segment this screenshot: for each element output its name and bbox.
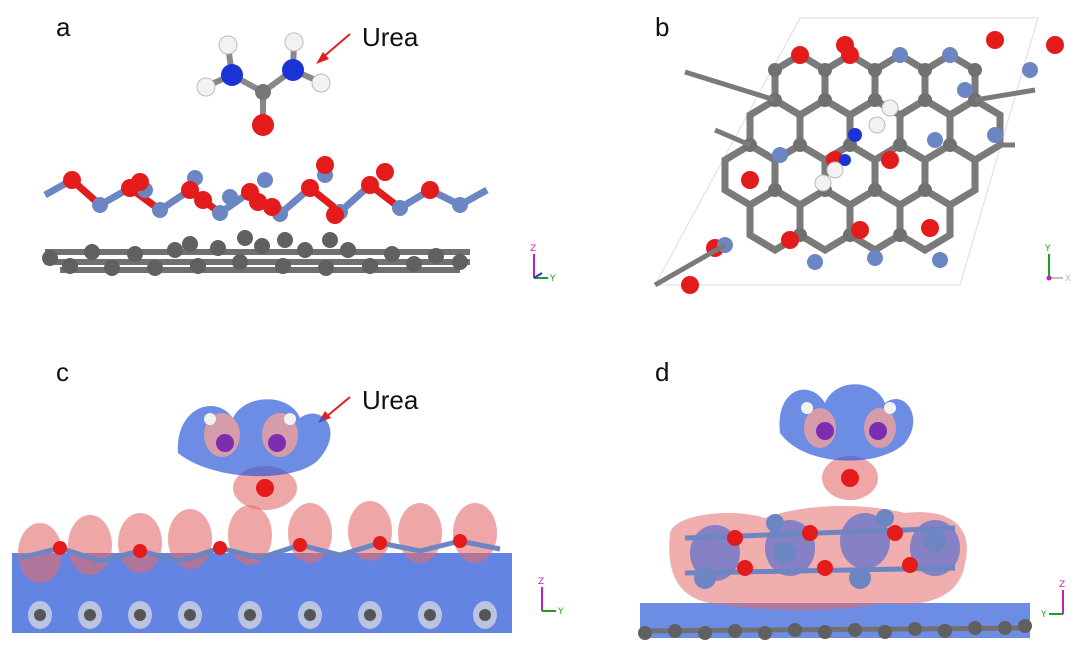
panel-letter-b: b xyxy=(655,12,670,42)
top-view-structure-b xyxy=(653,17,1064,294)
axis-label-a-horizontal: Y xyxy=(549,274,556,284)
charge-density-urea-d xyxy=(779,384,914,500)
bn-oxide-layer-a xyxy=(43,156,489,224)
charge-density-urea-c xyxy=(177,399,331,510)
graphene-layer-a xyxy=(42,230,470,276)
urea-label-c: Urea xyxy=(362,385,419,415)
axis-label-c-horizontal: Y xyxy=(557,607,564,617)
panel-a: a Urea xyxy=(0,0,556,323)
axis-triad-a: Z Y xyxy=(530,244,556,284)
panel-letter-d: d xyxy=(655,357,670,387)
axis-label-b-horizontal: X xyxy=(1065,274,1071,284)
panel-d: d xyxy=(545,323,1091,646)
panel-letter-a: a xyxy=(56,12,71,42)
axis-triad-b: Y X xyxy=(1044,244,1071,284)
axis-triad-c: Z Y xyxy=(538,577,564,617)
urea-molecule-a xyxy=(196,32,331,136)
panel-letter-c: c xyxy=(56,357,69,387)
charge-density-substrate-d xyxy=(638,506,1032,640)
axis-label-d-horizontal: Y xyxy=(1040,610,1047,620)
panel-b: b xyxy=(545,0,1091,323)
charge-density-substrate-c xyxy=(12,501,512,633)
axis-label-b-vertical: Y xyxy=(1044,244,1051,254)
axis-triad-d: Z Y xyxy=(1040,580,1065,620)
axis-label-d-vertical: Z xyxy=(1059,580,1065,590)
urea-label-a: Urea xyxy=(362,22,419,52)
axis-label-a-vertical: Z xyxy=(530,244,536,254)
axis-label-c-vertical: Z xyxy=(538,577,544,587)
panel-c: c Urea xyxy=(0,323,564,646)
callout-arrow-a xyxy=(316,33,351,64)
